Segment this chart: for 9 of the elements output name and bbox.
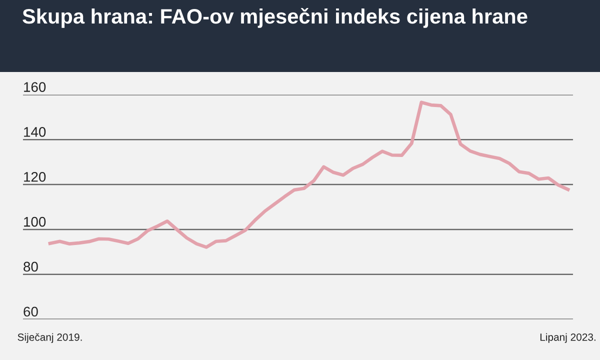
y-tick-label: 80 <box>24 262 38 272</box>
y-tick-label: 160 <box>24 82 46 92</box>
y-tick-label: 140 <box>24 127 46 137</box>
y-tick-label: 120 <box>24 172 46 182</box>
y-tick-label: 100 <box>24 216 46 227</box>
x-tick-label: Lipanj 2023. <box>540 333 596 343</box>
chart-title: Skupa hrana: FAO-ov mjesečni indeks cijena hrane <box>22 8 528 28</box>
y-tick-label: 60 <box>24 306 38 317</box>
x-tick-label: Siječanj 2019. <box>18 333 82 343</box>
